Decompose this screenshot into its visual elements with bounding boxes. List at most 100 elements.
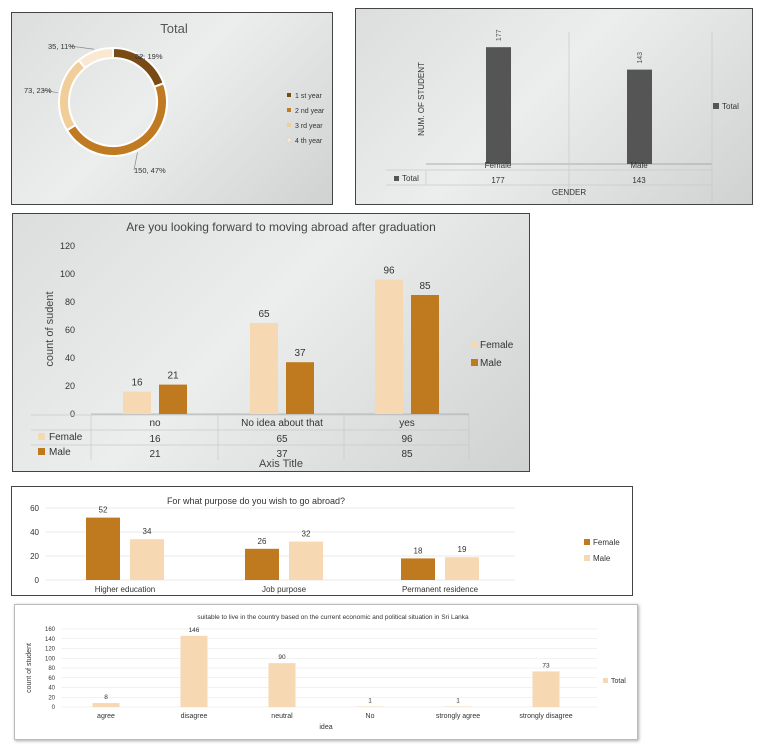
legend-label: Female bbox=[593, 538, 620, 547]
data-label: 26 bbox=[258, 537, 267, 546]
table-value: 85 bbox=[401, 449, 413, 460]
bar bbox=[159, 384, 187, 414]
bar bbox=[250, 323, 278, 414]
legend-swatch bbox=[584, 539, 590, 545]
x-axis-title: idea bbox=[319, 724, 332, 731]
data-label: 19 bbox=[458, 545, 467, 554]
suitability-bar-chart: suitable to live in the country based on… bbox=[26, 614, 626, 731]
donut-slice bbox=[65, 82, 168, 157]
year-donut-chart: Total 62, 19% 150, 47% 73, 23% 35, 11% 1 st y… bbox=[24, 21, 325, 175]
data-label: 150, 47% bbox=[134, 166, 166, 175]
chart-title: Total bbox=[160, 21, 188, 36]
data-label: 85 bbox=[419, 281, 431, 292]
chart-title: For what purpose do you wish to go abroa… bbox=[167, 496, 345, 506]
y-tick-label: 100 bbox=[45, 656, 56, 662]
bar bbox=[356, 706, 384, 708]
data-label: 65 bbox=[258, 309, 270, 320]
category-label: strongly disagree bbox=[519, 713, 572, 720]
bar bbox=[627, 69, 652, 164]
table-legend-label: Male bbox=[49, 447, 71, 458]
bar bbox=[245, 548, 279, 580]
table-legend-swatch bbox=[394, 176, 399, 181]
data-label: 146 bbox=[189, 627, 200, 634]
y-tick-label: 120 bbox=[45, 647, 56, 653]
category-label: No idea about that bbox=[241, 418, 323, 429]
data-label: 37 bbox=[294, 348, 306, 359]
y-tick-label: 0 bbox=[70, 409, 75, 419]
bar bbox=[92, 703, 120, 707]
y-tick-label: 60 bbox=[30, 504, 39, 513]
category-label: Female bbox=[485, 161, 512, 170]
legend-label: 1 st year bbox=[295, 93, 323, 100]
y-tick-label: 40 bbox=[48, 686, 55, 692]
legend-label: Total bbox=[722, 102, 739, 111]
data-label: 73, 23% bbox=[24, 86, 52, 95]
y-tick-label: 40 bbox=[30, 528, 39, 537]
leader-line bbox=[69, 45, 95, 50]
category-label: neutral bbox=[271, 713, 293, 720]
legend-swatch bbox=[287, 123, 291, 127]
legend-swatch bbox=[287, 93, 291, 97]
legend-swatch bbox=[287, 108, 291, 112]
y-tick-label: 20 bbox=[65, 381, 75, 391]
bar bbox=[86, 517, 120, 580]
table-legend-label: Total bbox=[402, 174, 419, 183]
panel-year-donut: Total 62, 19% 150, 47% 73, 23% 35, 11% 1 st y… bbox=[11, 12, 333, 205]
legend-swatch bbox=[286, 137, 292, 143]
table-value: 16 bbox=[149, 434, 161, 445]
data-label: 1 bbox=[456, 698, 460, 705]
donut-slice bbox=[77, 46, 114, 70]
table-value: 177 bbox=[491, 176, 505, 185]
x-axis-title: Axis Title bbox=[259, 458, 303, 470]
donut-slice bbox=[58, 58, 87, 132]
category-label: strongly agree bbox=[436, 713, 480, 720]
bar bbox=[401, 558, 435, 580]
legend-swatch bbox=[584, 555, 590, 561]
data-label: 177 bbox=[496, 29, 503, 41]
legend-label: Male bbox=[480, 358, 502, 369]
y-tick-label: 20 bbox=[48, 695, 55, 701]
data-label: 21 bbox=[167, 371, 179, 382]
table-legend-swatch bbox=[38, 448, 45, 455]
chart-title: Are you looking forward to moving abroad… bbox=[126, 220, 436, 234]
legend-label: Total bbox=[611, 678, 626, 685]
y-tick-label: 100 bbox=[60, 269, 75, 279]
category-label: disagree bbox=[181, 713, 208, 720]
y-tick-label: 20 bbox=[30, 552, 39, 561]
y-axis-title: count of student bbox=[26, 643, 33, 693]
bar bbox=[486, 47, 511, 164]
bar bbox=[180, 635, 208, 707]
data-label: 16 bbox=[131, 378, 143, 389]
legend-label: Female bbox=[480, 340, 514, 351]
legend-swatch bbox=[713, 103, 719, 109]
table-legend-swatch bbox=[38, 433, 45, 440]
legend-label: Male bbox=[593, 554, 611, 563]
legend-label: 2 nd year bbox=[295, 108, 325, 115]
bar bbox=[375, 279, 403, 414]
panel-abroad-bar: Are you looking forward to moving abroad… bbox=[12, 213, 530, 472]
legend-swatch bbox=[603, 678, 608, 683]
bar bbox=[123, 391, 151, 414]
category-label: Male bbox=[630, 161, 648, 170]
y-tick-label: 40 bbox=[65, 353, 75, 363]
x-axis-title: GENDER bbox=[552, 188, 586, 197]
category-label: agree bbox=[97, 713, 115, 720]
purpose-bar-chart: For what purpose do you wish to go abroa… bbox=[30, 496, 620, 594]
y-tick-label: 140 bbox=[45, 637, 56, 643]
data-label: 34 bbox=[143, 527, 152, 536]
abroad-bar-chart: Are you looking forward to moving abroad… bbox=[31, 220, 514, 470]
table-value: 65 bbox=[276, 434, 288, 445]
data-label: 143 bbox=[637, 52, 644, 64]
leader-line bbox=[41, 89, 58, 94]
y-tick-label: 0 bbox=[35, 576, 40, 585]
category-label: Higher education bbox=[95, 585, 155, 594]
bar bbox=[268, 663, 296, 707]
y-tick-label: 80 bbox=[65, 297, 75, 307]
category-label: Job purpose bbox=[262, 585, 307, 594]
bar bbox=[532, 671, 560, 707]
data-label: 1 bbox=[368, 698, 372, 705]
data-label: 35, 11% bbox=[48, 42, 75, 51]
bar bbox=[411, 295, 439, 414]
data-label: 62, 19% bbox=[135, 52, 163, 61]
category-label: No bbox=[366, 713, 375, 720]
